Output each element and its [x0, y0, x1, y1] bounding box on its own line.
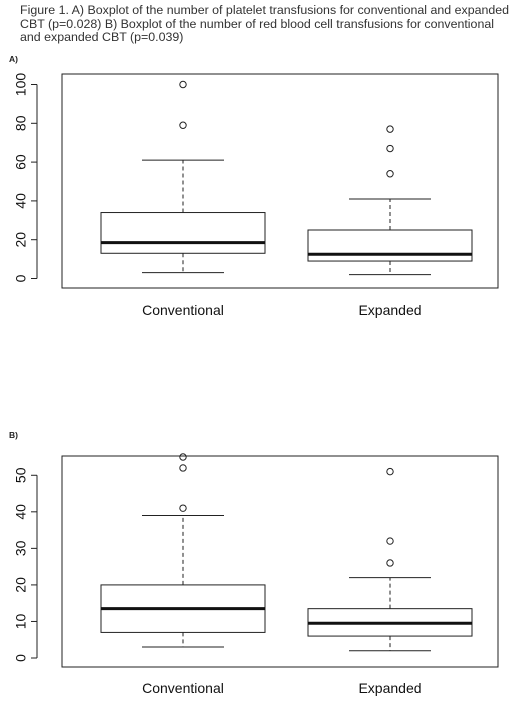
- y-tick-label: 20: [13, 577, 29, 593]
- category-label-expanded: Expanded: [358, 302, 421, 318]
- category-label-expanded: Expanded: [358, 680, 421, 696]
- y-tick-label: 0: [13, 654, 29, 662]
- outlier-point-expanded: [386, 537, 394, 545]
- y-tick-label: 80: [13, 115, 29, 131]
- outlier-point-conventional: [179, 464, 187, 472]
- y-tick-label: 20: [13, 232, 29, 248]
- y-tick-label: 10: [13, 613, 29, 629]
- plot-frame: [61, 73, 499, 289]
- y-tick-label: 50: [13, 467, 29, 483]
- box-conventional: [100, 212, 266, 254]
- y-tick-label: 40: [13, 504, 29, 520]
- boxplot-panel-a: 0 20 40 60 80 100 Conventional Expanded: [13, 73, 499, 318]
- plot-frame: [61, 455, 499, 668]
- category-label-conventional: Conventional: [142, 302, 224, 318]
- panel-b-label: B): [9, 430, 18, 440]
- y-tick-label: 40: [13, 193, 29, 209]
- y-tick-label: 30: [13, 540, 29, 556]
- figure-caption: Figure 1. A) Boxplot of the number of pl…: [20, 3, 510, 44]
- outlier-point-expanded: [386, 144, 394, 153]
- category-label-conventional: Conventional: [142, 680, 224, 696]
- outlier-point-expanded: [386, 559, 394, 567]
- outlier-point-expanded: [386, 170, 394, 178]
- outlier-point-conventional: [179, 504, 187, 512]
- panel-a-label: A): [9, 54, 18, 64]
- outlier-point-conventional: [179, 121, 187, 129]
- box-expanded: [307, 229, 473, 262]
- outlier-point-expanded: [386, 125, 394, 133]
- boxplot-panel-b: 0 10 20 30 40 50 Conventional Expanded: [13, 453, 499, 696]
- outlier-point-expanded: [386, 467, 394, 476]
- outlier-point-conventional: [179, 453, 187, 461]
- y-tick-label: 0: [13, 274, 29, 282]
- outlier-point-conventional: [179, 80, 187, 89]
- y-tick-label: 60: [13, 154, 29, 170]
- y-tick-label: 100: [13, 73, 29, 97]
